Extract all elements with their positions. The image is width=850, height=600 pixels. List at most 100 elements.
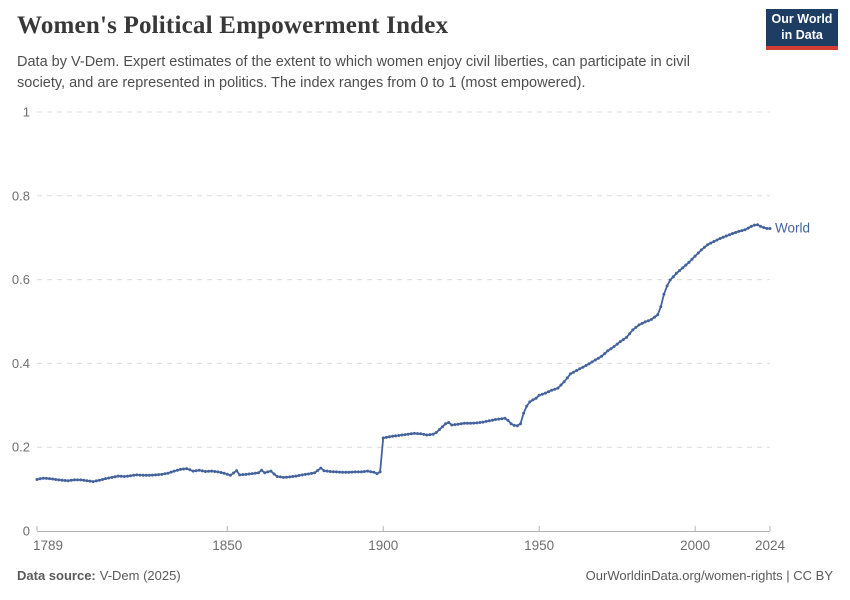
- world-series-point[interactable]: [222, 471, 226, 475]
- world-series-point[interactable]: [169, 470, 173, 474]
- world-series-point[interactable]: [272, 472, 276, 476]
- world-series-point[interactable]: [553, 387, 557, 391]
- world-series-point[interactable]: [687, 260, 691, 264]
- world-series-point[interactable]: [319, 466, 323, 470]
- world-series-point[interactable]: [363, 470, 366, 473]
- world-series-point[interactable]: [674, 271, 678, 275]
- world-series-point[interactable]: [519, 422, 522, 426]
- world-series-point[interactable]: [66, 479, 70, 483]
- world-series-point[interactable]: [478, 421, 482, 424]
- world-series-point[interactable]: [391, 434, 395, 438]
- world-series-point[interactable]: [97, 478, 101, 482]
- world-series-point[interactable]: [82, 478, 86, 482]
- world-series-point[interactable]: [678, 269, 681, 273]
- world-series-point[interactable]: [260, 468, 264, 472]
- world-series-point[interactable]: [724, 234, 728, 238]
- world-series-point[interactable]: [135, 473, 139, 477]
- world-series-point[interactable]: [294, 474, 298, 478]
- world-series-point[interactable]: [310, 471, 313, 475]
- world-series-point[interactable]: [441, 425, 444, 429]
- world-series-point[interactable]: [562, 380, 566, 384]
- world-series-point[interactable]: [238, 473, 242, 477]
- world-series-point[interactable]: [650, 317, 653, 321]
- world-series-point[interactable]: [350, 470, 354, 474]
- world-series-point[interactable]: [509, 422, 513, 426]
- world-series-point[interactable]: [506, 418, 510, 422]
- world-series-point[interactable]: [409, 432, 413, 436]
- world-series-point[interactable]: [119, 474, 123, 478]
- world-series-point[interactable]: [157, 473, 161, 477]
- world-series-point[interactable]: [422, 432, 426, 436]
- world-series-point[interactable]: [572, 370, 575, 374]
- world-series-point[interactable]: [57, 478, 61, 482]
- world-series-point[interactable]: [366, 469, 370, 473]
- world-series-point[interactable]: [160, 472, 164, 476]
- world-series-point[interactable]: [94, 479, 98, 483]
- world-series-point[interactable]: [35, 478, 39, 481]
- world-series-point[interactable]: [437, 428, 441, 432]
- world-series-point[interactable]: [737, 229, 741, 233]
- world-series-point[interactable]: [69, 478, 73, 482]
- world-series-point[interactable]: [465, 421, 469, 425]
- world-series-point[interactable]: [643, 320, 647, 324]
- world-series-point[interactable]: [394, 434, 398, 438]
- world-series-point[interactable]: [709, 241, 713, 245]
- world-series-point[interactable]: [132, 473, 136, 477]
- world-series-point[interactable]: [412, 431, 416, 435]
- world-series-point[interactable]: [749, 224, 753, 228]
- world-series-point[interactable]: [590, 360, 594, 364]
- world-series-point[interactable]: [104, 477, 108, 481]
- world-series-point[interactable]: [263, 471, 267, 475]
- world-series-point[interactable]: [403, 433, 407, 437]
- world-series-point[interactable]: [472, 421, 476, 425]
- world-series-point[interactable]: [110, 475, 114, 479]
- world-series-point[interactable]: [665, 284, 669, 288]
- world-series-point[interactable]: [147, 473, 151, 477]
- world-series-point[interactable]: [303, 472, 307, 476]
- world-series-point[interactable]: [54, 478, 58, 481]
- world-series-point[interactable]: [431, 432, 435, 436]
- world-series-point[interactable]: [372, 470, 376, 474]
- credit-link[interactable]: OurWorldinData.org/women-rights | CC BY: [585, 568, 833, 583]
- world-series-point[interactable]: [768, 227, 772, 230]
- world-series-point[interactable]: [603, 352, 607, 356]
- world-series-point[interactable]: [565, 376, 569, 380]
- world-series-point[interactable]: [512, 423, 516, 427]
- world-series-point[interactable]: [765, 227, 769, 230]
- world-series-point[interactable]: [381, 436, 385, 440]
- world-series-point[interactable]: [587, 362, 591, 366]
- world-series-point[interactable]: [469, 421, 473, 425]
- world-series-point[interactable]: [331, 470, 335, 474]
- world-series-point[interactable]: [281, 475, 285, 479]
- world-series-point[interactable]: [225, 472, 229, 476]
- world-series-point[interactable]: [450, 423, 454, 427]
- world-series-point[interactable]: [359, 470, 363, 474]
- world-series-point[interactable]: [166, 471, 170, 475]
- world-series-point[interactable]: [88, 479, 92, 483]
- world-series-point[interactable]: [154, 473, 157, 477]
- world-series-point[interactable]: [578, 367, 582, 371]
- world-series-point[interactable]: [531, 398, 535, 402]
- world-series-point[interactable]: [79, 478, 83, 482]
- world-series-point[interactable]: [762, 226, 766, 230]
- world-series-point[interactable]: [175, 468, 179, 472]
- world-series-point[interactable]: [646, 319, 650, 323]
- world-series-point[interactable]: [487, 419, 491, 423]
- world-series-point[interactable]: [668, 278, 672, 282]
- world-series-point[interactable]: [384, 435, 388, 439]
- world-series-point[interactable]: [459, 422, 463, 426]
- world-series-point[interactable]: [500, 417, 504, 421]
- world-series-point[interactable]: [681, 266, 685, 270]
- world-series-point[interactable]: [534, 396, 538, 400]
- world-series-point[interactable]: [266, 470, 270, 474]
- world-series-point[interactable]: [444, 422, 448, 426]
- world-series-point[interactable]: [41, 476, 45, 480]
- world-series-point[interactable]: [203, 470, 207, 473]
- world-series-point[interactable]: [388, 435, 391, 439]
- world-series-point[interactable]: [44, 476, 48, 480]
- world-series-point[interactable]: [699, 248, 703, 252]
- world-series-point[interactable]: [684, 263, 688, 267]
- world-series-point[interactable]: [653, 315, 657, 319]
- world-series-point[interactable]: [185, 467, 189, 471]
- world-series-point[interactable]: [696, 251, 700, 255]
